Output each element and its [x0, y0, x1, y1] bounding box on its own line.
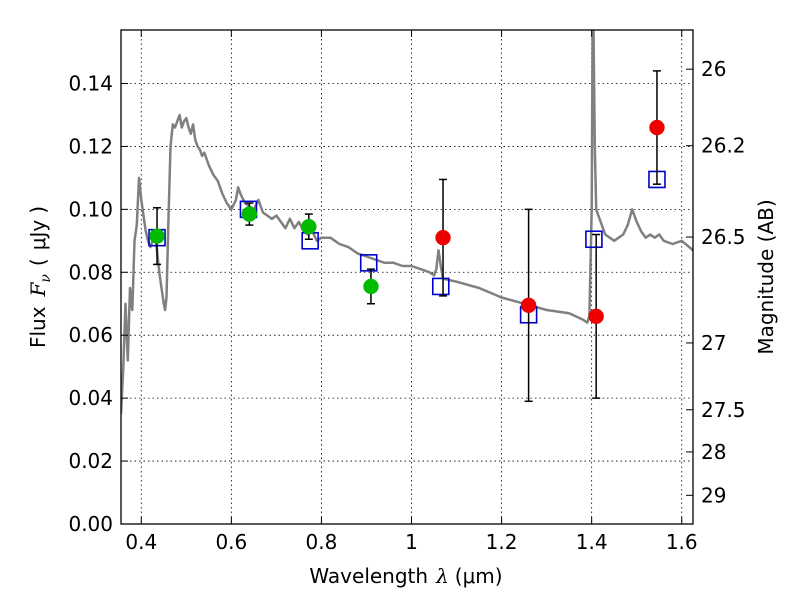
- nir-data-point: [435, 229, 451, 246]
- x-tick-label: 1: [405, 530, 418, 554]
- y-axis-label: FluxFν(μJy): [26, 206, 54, 348]
- optical-data-point: [149, 228, 165, 244]
- x-tick-label: 1.2: [486, 530, 518, 554]
- spectrum-line: [121, 30, 693, 414]
- y-tick-label: 0.08: [68, 260, 113, 284]
- nir-data-point: [520, 297, 537, 314]
- y2-tick-label: 26.5: [701, 225, 746, 249]
- axis-ticks: 0.4 0.6 0.8 1 1.2 1.4 1.6 0.00 0.02 0.04 0.06 0.08 0…: [68, 30, 746, 554]
- model-spectrum: [121, 30, 693, 414]
- grid-lines: [121, 30, 693, 524]
- y2-tick-label: 26: [701, 57, 726, 81]
- x-tick-label: 0.8: [306, 530, 338, 554]
- y-tick-label: 0.04: [68, 386, 113, 410]
- model-flux-square: [431, 277, 450, 296]
- x-tick-label: 0.4: [125, 530, 157, 554]
- optical-data-point: [241, 206, 258, 222]
- data-markers: [148, 70, 666, 403]
- y2-tick-label: 29: [701, 483, 726, 507]
- y-tick-label: 0.02: [68, 449, 113, 473]
- x-tick-label: 1.4: [576, 530, 608, 554]
- optical-data-point: [363, 278, 379, 295]
- y2-tick-label: 26.2: [701, 134, 746, 158]
- x-tick-label: 0.6: [215, 530, 247, 554]
- y-tick-label: 0.10: [68, 197, 113, 221]
- x-axis-label: Wavelength λ (μm): [309, 564, 502, 588]
- plot-frame: [120, 29, 694, 525]
- model-flux-square: [585, 230, 603, 249]
- nir-data-point: [588, 308, 604, 325]
- model-flux-square: [359, 254, 378, 272]
- y-tick-label: 0.14: [68, 71, 113, 95]
- x-tick-label: 1.6: [666, 530, 698, 554]
- y2-tick-label: 27: [701, 331, 726, 355]
- y2-tick-label: 27.5: [701, 398, 746, 422]
- y-tick-label: 0.06: [68, 323, 113, 347]
- nir-data-point: [649, 119, 665, 136]
- y2-tick-label: 28: [701, 440, 726, 464]
- y-tick-label: 0.00: [68, 512, 113, 536]
- optical-data-point: [301, 218, 317, 235]
- y-tick-label: 0.12: [68, 134, 113, 158]
- y2-axis-label: Magnitude (AB): [754, 199, 778, 354]
